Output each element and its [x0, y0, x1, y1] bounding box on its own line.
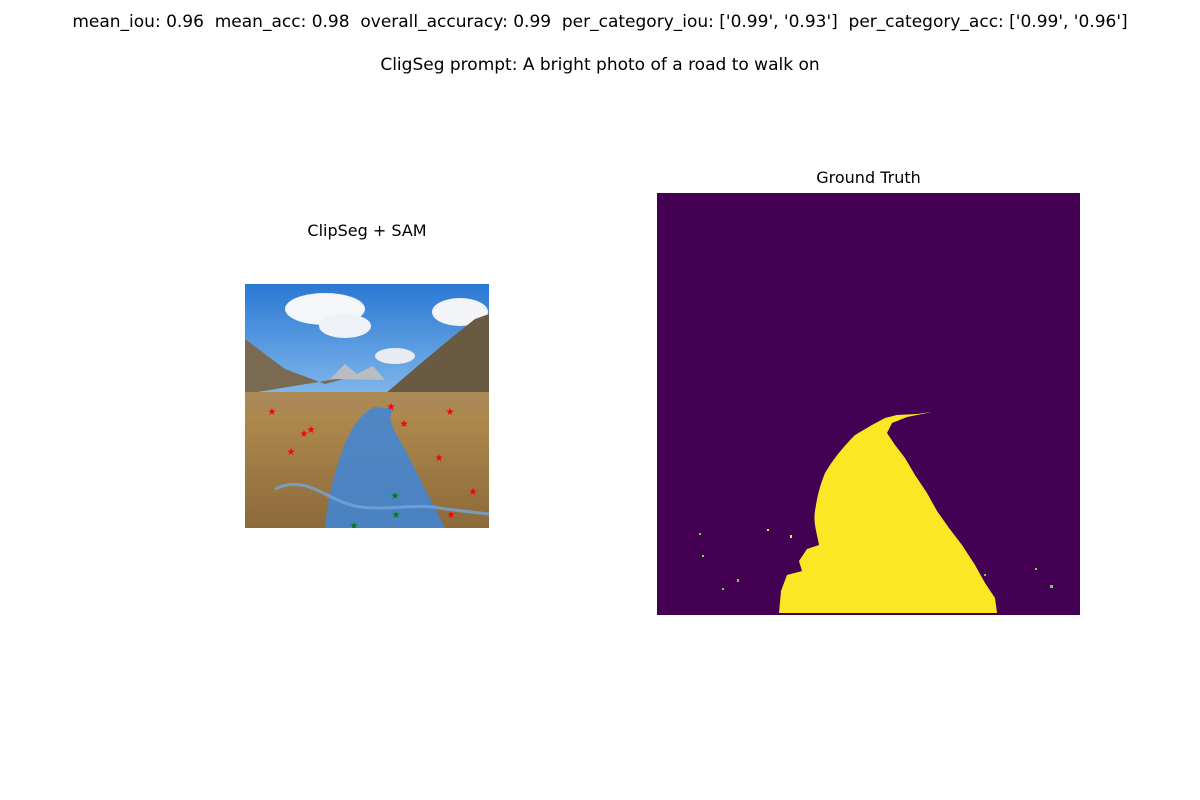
positive-points: ★ ★ ★: [350, 491, 401, 528]
predicted-road-mask: [325, 407, 445, 528]
negative-point-star: ★: [287, 447, 296, 458]
cloud: [375, 348, 415, 364]
mountain-distant: [330, 364, 385, 380]
negative-point-star: ★: [300, 429, 309, 440]
mask-speckle: [699, 533, 701, 535]
ground-truth-mask: [657, 193, 1080, 615]
negative-point-star: ★: [435, 453, 444, 464]
cloud: [432, 298, 488, 326]
negative-point-star: ★: [447, 510, 456, 521]
negative-point-star: ★: [469, 487, 478, 498]
mask-speckle: [1035, 568, 1037, 570]
ground-truth-image: [657, 193, 1080, 615]
prompt-text: CligSeg prompt: A bright photo of a road…: [380, 55, 820, 75]
stream: [274, 482, 489, 516]
mask-speckle: [722, 588, 724, 590]
mountain-right: [385, 314, 489, 404]
right-panel-title: Ground Truth: [816, 168, 921, 187]
metrics-summary: mean_iou: 0.96 mean_acc: 0.98 overall_ac…: [72, 12, 1128, 32]
negative-point-star: ★: [268, 407, 277, 418]
negative-point-star: ★: [400, 419, 409, 430]
mask-speckle: [702, 555, 704, 557]
left-panel-title: ClipSeg + SAM: [307, 221, 427, 240]
mask-speckle: [790, 535, 792, 538]
mountain-left: [245, 339, 355, 394]
negative-point-star: ★: [387, 402, 396, 413]
ground-truth-road: [779, 412, 997, 613]
positive-point-star: ★: [391, 491, 400, 502]
negative-points: ★ ★ ★ ★ ★ ★ ★ ★ ★ ★: [268, 402, 478, 521]
cloud: [319, 314, 371, 338]
clipseg-sam-image: ★ ★ ★ ★ ★ ★ ★ ★ ★ ★ ★ ★ ★: [245, 284, 489, 528]
grass-band: [245, 392, 489, 412]
segmentation-overlay-image: ★ ★ ★ ★ ★ ★ ★ ★ ★ ★ ★ ★ ★: [245, 284, 489, 528]
mask-speckle: [767, 529, 769, 531]
positive-point-star: ★: [350, 521, 359, 528]
positive-point-star: ★: [392, 510, 401, 521]
negative-point-star: ★: [446, 407, 455, 418]
negative-point-star: ★: [307, 425, 316, 436]
mask-speckle: [984, 574, 986, 576]
mask-speckle: [1050, 585, 1053, 588]
mask-speckle: [737, 579, 739, 582]
